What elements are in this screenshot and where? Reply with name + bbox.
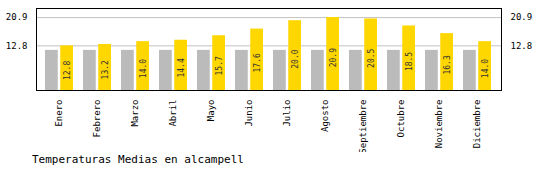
svg-text:Marzo: Marzo — [130, 100, 140, 127]
svg-text:Febrero: Febrero — [92, 100, 102, 138]
svg-text:20.9: 20.9 — [329, 48, 338, 67]
svg-text:20.9: 20.9 — [511, 12, 533, 22]
svg-text:20.9: 20.9 — [6, 12, 28, 22]
svg-text:14.0: 14.0 — [481, 59, 490, 78]
svg-text:Agosto: Agosto — [320, 100, 330, 133]
svg-text:Mayo: Mayo — [206, 100, 216, 122]
svg-text:13.2: 13.2 — [101, 60, 110, 79]
svg-text:Octubre: Octubre — [396, 100, 406, 138]
html-text:Temperaturas Medias en alcampe: Temperaturas Medias en alcampell — [32, 153, 244, 166]
svg-text:16.3: 16.3 — [443, 55, 452, 74]
svg-text:18.5: 18.5 — [405, 52, 414, 71]
svg-text:Septiembre: Septiembre — [358, 100, 368, 153]
svg-text:Junio: Junio — [244, 100, 254, 127]
svg-text:17.6: 17.6 — [253, 53, 262, 72]
svg-text:20.0: 20.0 — [291, 49, 300, 68]
svg-text:12.8: 12.8 — [6, 41, 28, 51]
svg-text:Noviembre: Noviembre — [434, 100, 444, 149]
svg-text:Julio: Julio — [282, 100, 292, 127]
svg-text:14.4: 14.4 — [177, 58, 186, 77]
svg-text:20.5: 20.5 — [367, 48, 376, 67]
svg-text:15.7: 15.7 — [215, 56, 224, 75]
svg-text:14.0: 14.0 — [139, 59, 148, 78]
svg-text:Abril: Abril — [168, 100, 178, 127]
svg-text:12.8: 12.8 — [63, 61, 72, 80]
svg-text:Diciembre: Diciembre — [472, 100, 482, 149]
svg-text:12.8: 12.8 — [511, 41, 533, 51]
svg-text:Enero: Enero — [54, 100, 64, 127]
